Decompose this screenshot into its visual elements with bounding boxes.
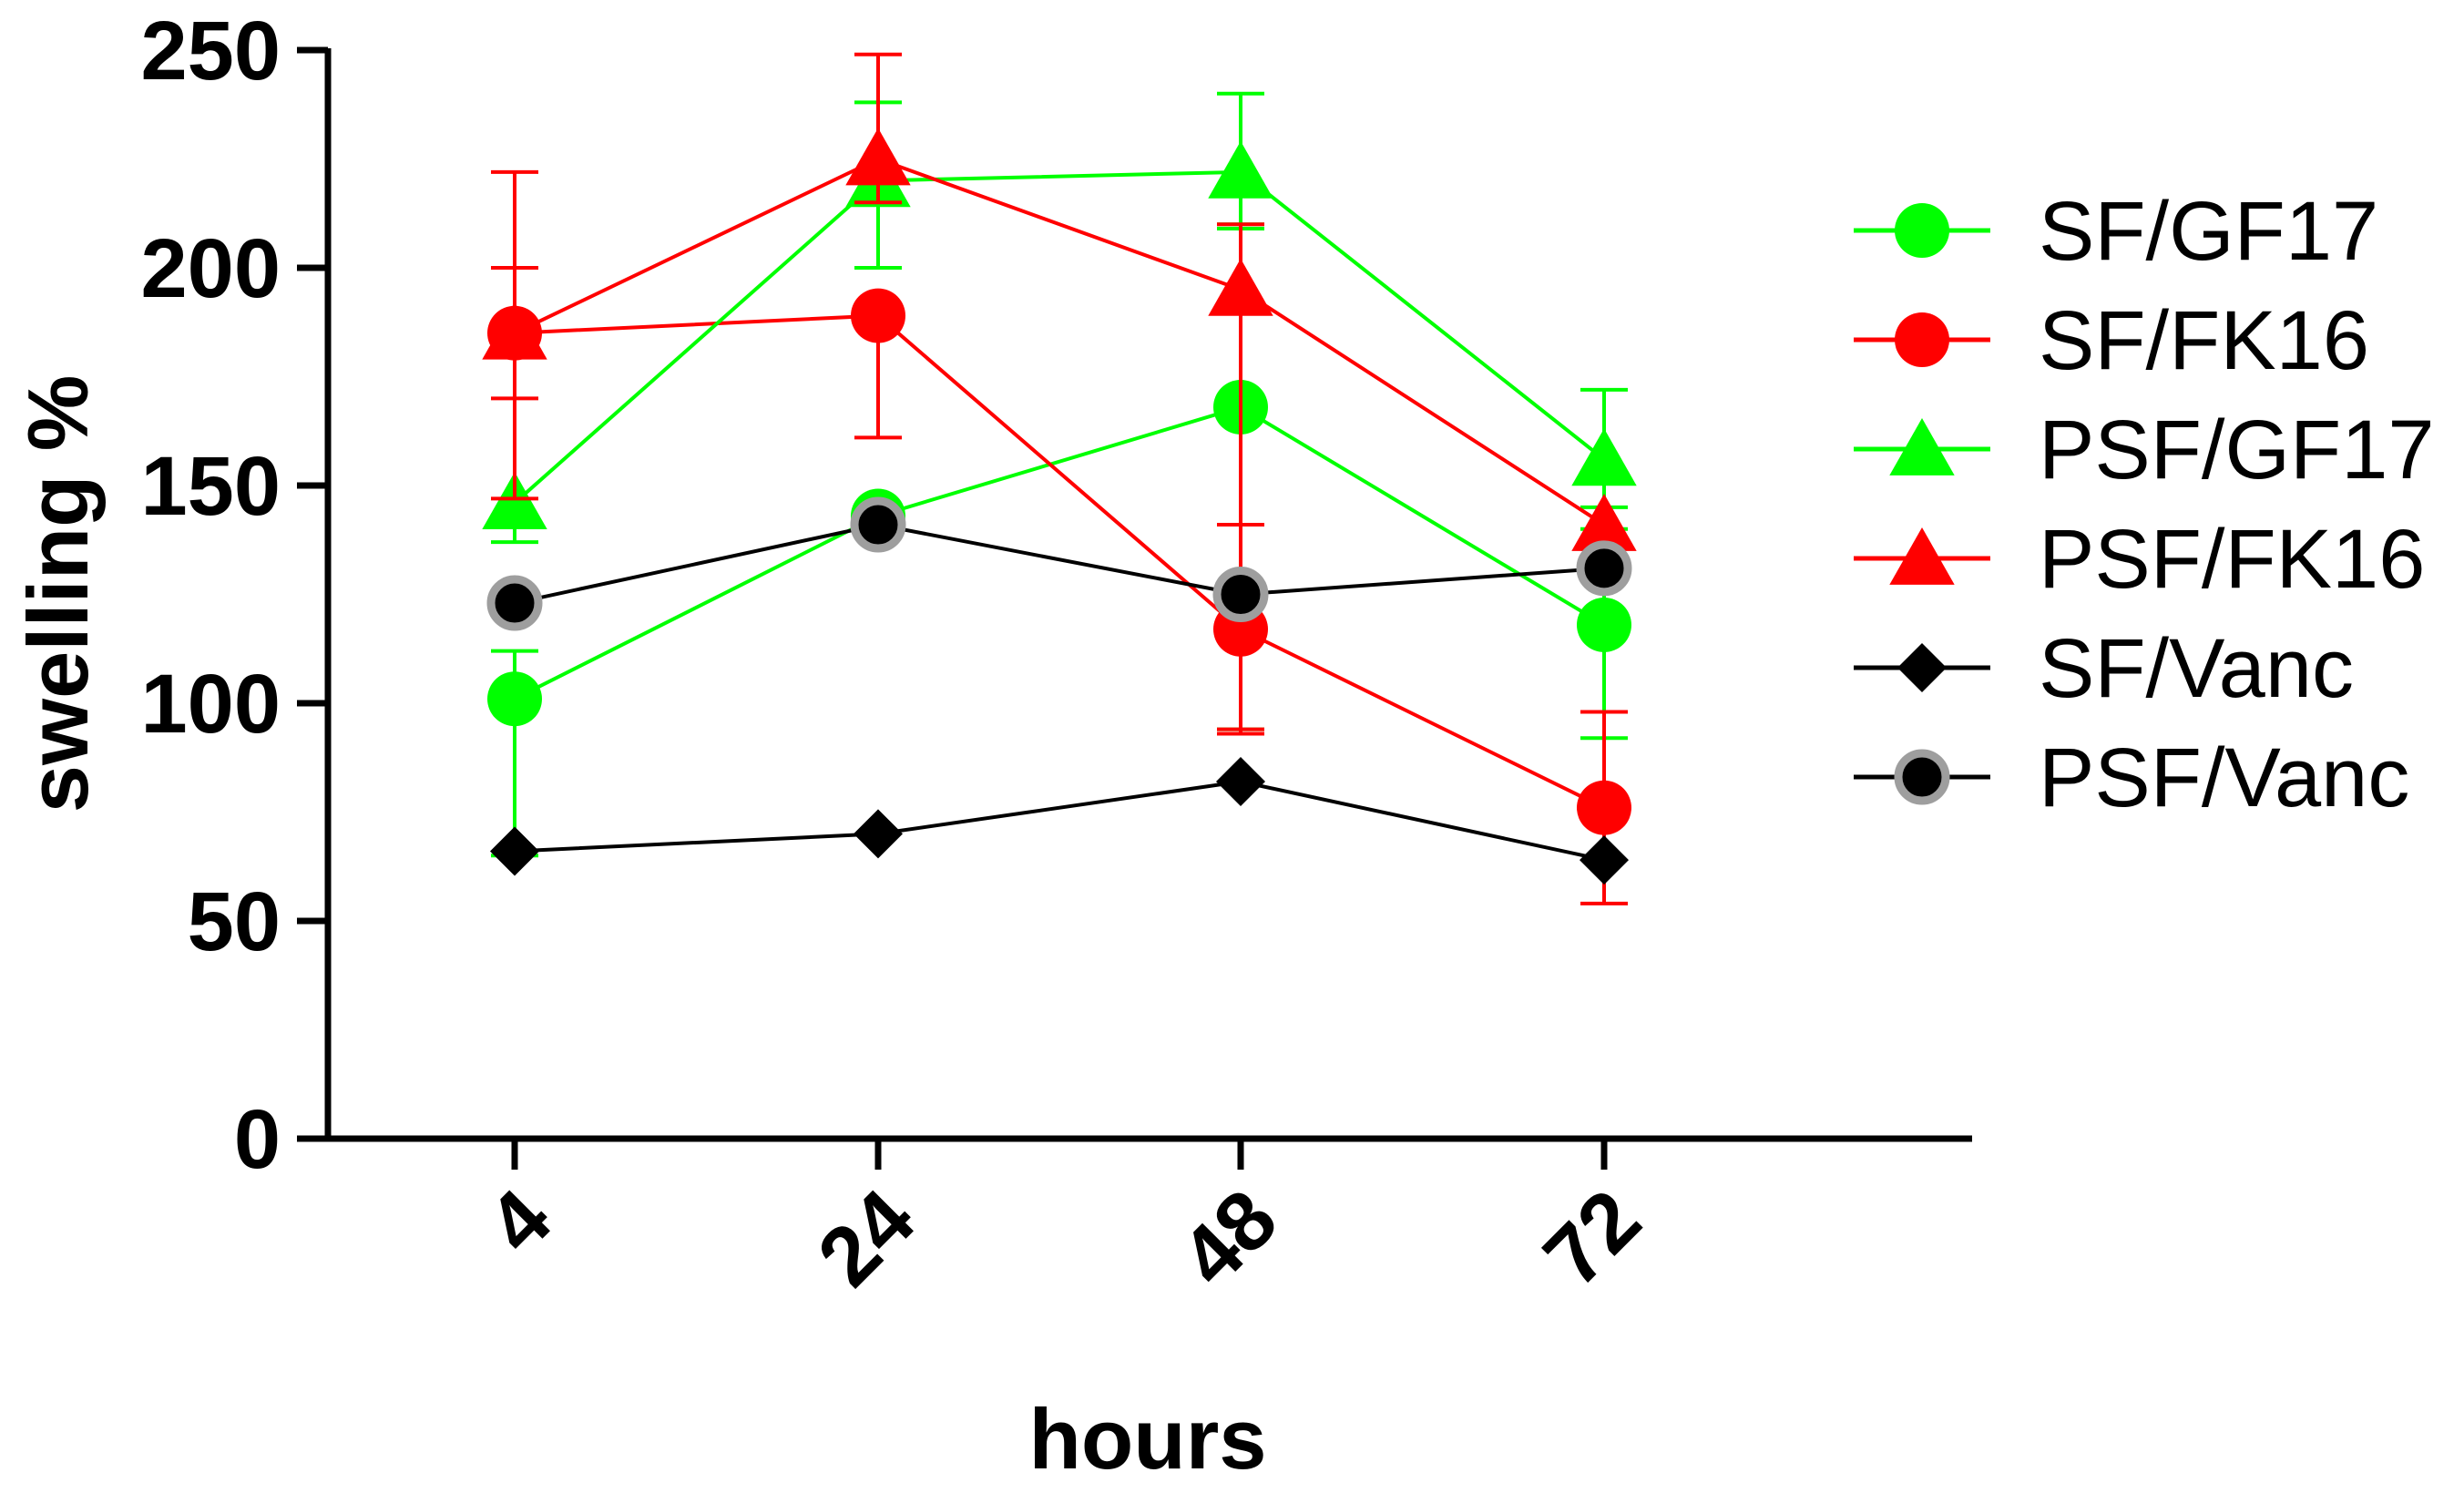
data-point <box>490 826 539 876</box>
data-point <box>486 575 543 631</box>
series-psf-fk16 <box>482 52 1637 736</box>
data-point <box>850 496 906 553</box>
series-line <box>514 404 1606 701</box>
y-axis-title: swelling % <box>10 375 106 813</box>
data-point <box>1216 757 1265 807</box>
data-point <box>1208 140 1273 199</box>
legend-marker <box>1889 418 1955 476</box>
data-point <box>487 671 542 727</box>
legend-marker <box>1894 749 1950 805</box>
legend-item: SF/Vanc <box>1854 622 2354 715</box>
legend: SF/GF17 SF/FK16 PSF/GF17 PSF/FK16 SF/Vanc PSF… <box>1854 185 2435 824</box>
series-line <box>514 780 1605 863</box>
y-tick-label: 50 <box>188 875 281 968</box>
series-sf-vanc <box>490 757 1629 885</box>
legend-label: SF/GF17 <box>2039 185 2378 278</box>
axes-layer: 0 50 100 150 200 250 4 24 48 72 hours swelling % <box>10 5 1972 1487</box>
data-point <box>1571 494 1637 551</box>
series-sf-gf17 <box>487 222 1631 858</box>
data-point <box>1208 258 1273 316</box>
legend-item: PSF/FK16 <box>1854 513 2425 606</box>
y-tick-label: 200 <box>141 222 281 315</box>
legend-item: SF/FK16 <box>1854 294 2369 387</box>
series-line <box>514 313 1605 810</box>
legend-label: SF/Vanc <box>2039 622 2354 715</box>
legend-label: PSF/FK16 <box>2039 513 2425 606</box>
data-point <box>1577 780 1631 835</box>
x-tick-label: 4 <box>470 1172 568 1271</box>
data-point <box>1577 597 1631 652</box>
y-tick-label: 0 <box>234 1093 281 1186</box>
legend-marker <box>1889 527 1955 585</box>
legend-item: PSF/GF17 <box>1854 404 2435 496</box>
data-point <box>1580 835 1629 885</box>
data-point <box>1576 540 1632 597</box>
data-point <box>482 302 547 360</box>
data-point <box>854 809 903 859</box>
data-point <box>1571 428 1637 486</box>
y-tick-label: 150 <box>141 440 281 533</box>
legend-item: SF/GF17 <box>1854 185 2378 278</box>
legend-marker <box>1895 312 1949 367</box>
x-tick-label: 72 <box>1527 1172 1658 1304</box>
series-line <box>513 169 1606 505</box>
y-tick-label: 100 <box>141 658 281 751</box>
series-line <box>514 522 1605 606</box>
x-axis-title: hours <box>1028 1391 1266 1487</box>
series-layer <box>482 52 1637 905</box>
x-tick-label: 48 <box>1163 1172 1294 1304</box>
data-point <box>482 472 547 530</box>
data-point <box>845 128 911 186</box>
legend-label: PSF/GF17 <box>2039 404 2435 496</box>
data-point <box>1212 567 1269 622</box>
series-psf-vanc <box>486 496 1632 631</box>
legend-marker <box>1897 643 1947 692</box>
series-line <box>514 157 1606 527</box>
data-point <box>851 288 905 343</box>
x-tick-label: 24 <box>801 1172 932 1304</box>
legend-item: PSF/Vanc <box>1854 731 2409 824</box>
y-tick-label: 250 <box>141 5 281 97</box>
legend-label: PSF/Vanc <box>2039 731 2409 824</box>
legend-label: SF/FK16 <box>2039 294 2369 387</box>
legend-marker <box>1895 203 1949 258</box>
